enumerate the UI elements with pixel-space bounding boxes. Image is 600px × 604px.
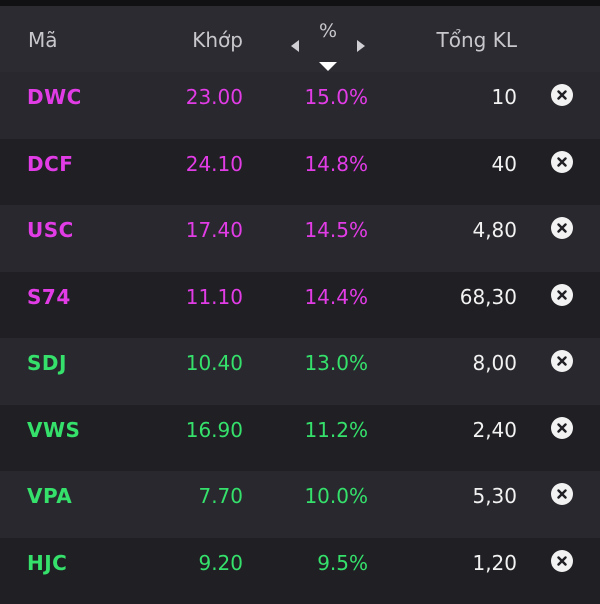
- total-volume: 4,80: [472, 218, 517, 242]
- column-header-volume[interactable]: Tổng KL: [437, 28, 517, 52]
- change-percent: 9.5%: [317, 551, 368, 575]
- stock-code[interactable]: DCF: [27, 152, 73, 176]
- close-circle-icon[interactable]: [551, 151, 573, 173]
- close-circle-icon[interactable]: [551, 217, 573, 239]
- caret-right-icon[interactable]: [357, 40, 365, 52]
- table-row[interactable]: VWS 16.90 11.2% 2,40: [0, 405, 600, 472]
- column-header-change[interactable]: %: [288, 16, 368, 68]
- table-row[interactable]: DCF 24.10 14.8% 40: [0, 139, 600, 206]
- stock-code[interactable]: HJC: [27, 551, 67, 575]
- table-header: Mã Khớp % Tổng KL: [0, 6, 600, 72]
- change-percent: 13.0%: [304, 351, 368, 375]
- change-percent: 14.5%: [304, 218, 368, 242]
- total-volume: 1,20: [472, 551, 517, 575]
- total-volume: 10: [492, 85, 517, 109]
- match-price: 7.70: [198, 484, 243, 508]
- match-price: 17.40: [186, 218, 243, 242]
- close-circle-icon[interactable]: [551, 417, 573, 439]
- stock-code[interactable]: S74: [27, 285, 71, 309]
- match-price: 9.20: [198, 551, 243, 575]
- close-circle-icon[interactable]: [551, 483, 573, 505]
- match-price: 16.90: [186, 418, 243, 442]
- table-row[interactable]: SDJ 10.40 13.0% 8,00: [0, 338, 600, 405]
- table-row[interactable]: VPA 7.70 10.0% 5,30: [0, 471, 600, 538]
- total-volume: 40: [492, 152, 517, 176]
- change-percent: 15.0%: [304, 85, 368, 109]
- close-circle-icon[interactable]: [551, 350, 573, 372]
- close-circle-icon[interactable]: [551, 84, 573, 106]
- match-price: 23.00: [186, 85, 243, 109]
- stock-code[interactable]: VPA: [27, 484, 72, 508]
- match-price: 11.10: [186, 285, 243, 309]
- stock-code[interactable]: DWC: [27, 85, 82, 109]
- table-row[interactable]: HJC 9.20 9.5% 1,20: [0, 538, 600, 604]
- stock-code[interactable]: VWS: [27, 418, 80, 442]
- stock-code[interactable]: SDJ: [27, 351, 67, 375]
- stock-code[interactable]: USC: [27, 218, 74, 242]
- change-percent: 11.2%: [304, 418, 368, 442]
- total-volume: 2,40: [472, 418, 517, 442]
- close-circle-icon[interactable]: [551, 550, 573, 572]
- match-price: 10.40: [186, 351, 243, 375]
- caret-down-icon: [319, 62, 337, 71]
- column-header-price[interactable]: Khớp: [192, 28, 243, 52]
- total-volume: 5,30: [472, 484, 517, 508]
- table-row[interactable]: USC 17.40 14.5% 4,80: [0, 205, 600, 272]
- match-price: 24.10: [186, 152, 243, 176]
- table-row[interactable]: DWC 23.00 15.0% 10: [0, 72, 600, 139]
- total-volume: 8,00: [472, 351, 517, 375]
- total-volume: 68,30: [460, 285, 517, 309]
- column-header-change-label: %: [288, 20, 368, 42]
- table-row[interactable]: S74 11.10 14.4% 68,30: [0, 272, 600, 339]
- column-header-code[interactable]: Mã: [28, 28, 58, 52]
- change-percent: 10.0%: [304, 484, 368, 508]
- watchlist-table: DWC 23.00 15.0% 10 DCF 24.10 14.8% 40 US…: [0, 72, 600, 604]
- change-percent: 14.8%: [304, 152, 368, 176]
- close-circle-icon[interactable]: [551, 284, 573, 306]
- change-percent: 14.4%: [304, 285, 368, 309]
